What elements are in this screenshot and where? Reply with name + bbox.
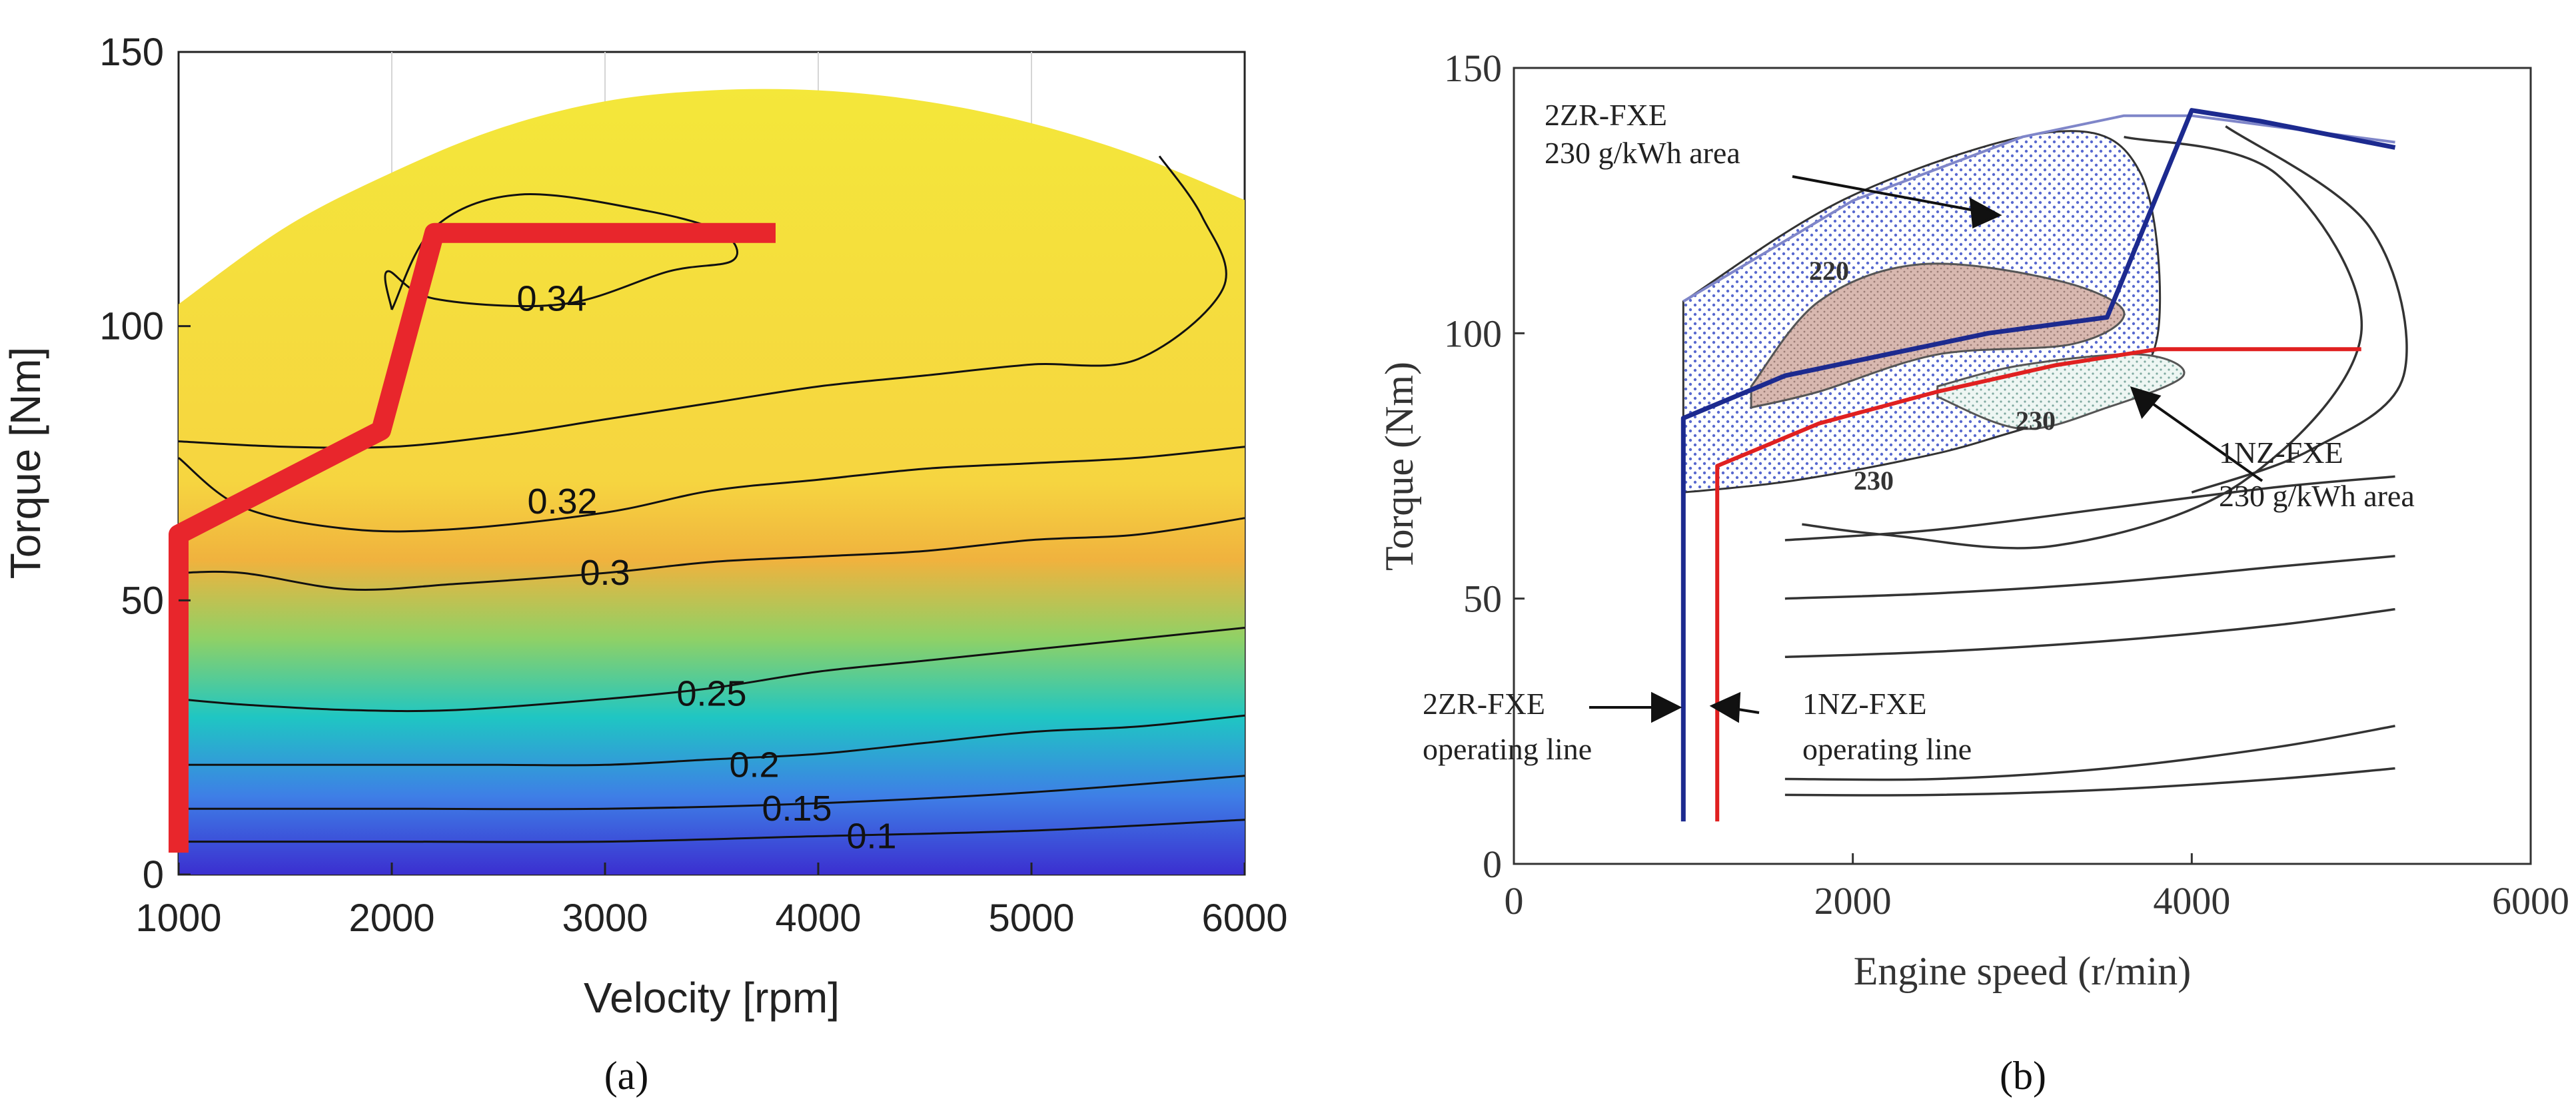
panel-b-y-tick-label: 0 [1483, 843, 1502, 886]
panel-b-regions [1682, 130, 2186, 494]
panel-a-contour-label: 0.15 [762, 789, 832, 829]
panel-a-operating-line [169, 222, 776, 853]
panel-b-contours [1784, 125, 2408, 797]
panel-a-efficiency-map-fill [179, 89, 1245, 875]
panel-a-contour-line [178, 446, 1245, 533]
panel-b-x-tick-label: 0 [1505, 879, 1524, 922]
panel-b-y-tick-label: 50 [1463, 577, 1502, 621]
panel-a-y-tick-label: 50 [121, 579, 164, 622]
arrow-2zr-area [1792, 175, 1990, 214]
panel-b-contour-line [1784, 555, 2395, 600]
panel-a-contour-label: 0.32 [527, 482, 597, 522]
panel-b-series [1680, 108, 2396, 822]
arrow-1nz-op-head [1709, 691, 1741, 723]
panel-a-contour-line [178, 155, 1227, 449]
panel-b-contour-line [1784, 607, 2395, 659]
panel-a-x-axis-label: Velocity [rpm] [584, 974, 840, 1022]
panel-a-contour-line [178, 517, 1245, 591]
panel-b-region [1936, 353, 2186, 430]
panel-a-x-tick-label: 5000 [988, 897, 1074, 940]
panel-b-series-line [1715, 347, 2361, 822]
panel-b-contour-line [1784, 725, 2395, 781]
panel-b-y-tick-label: 100 [1444, 312, 1502, 355]
panel-b-y-tick-label: 150 [1444, 47, 1502, 90]
panel-a-y-tick-label: 150 [99, 31, 164, 74]
panel-a-y-axis-label: Torque [Nm] [1, 347, 49, 579]
annotation-2zr-op-subtitle: operating line [1423, 732, 1592, 766]
panel-a-contour-line [384, 193, 738, 310]
annotation-1nz-op-subtitle: operating line [1802, 732, 1972, 766]
panel-b-series-line [1682, 114, 2395, 303]
panel-b-x-tick-label: 4000 [2153, 879, 2230, 922]
panel-a-x-tick-label: 3000 [562, 897, 648, 940]
panel-a-x-tick-label: 1000 [135, 897, 221, 940]
panel-b-x-tick-label: 6000 [2492, 879, 2569, 922]
panel-a-ticks: 1000 2000 3000 4000 5000 6000 0 50 100 150 [99, 31, 1287, 940]
panel-b-ticks: 0 2000 4000 6000 0 50 100 150 [1444, 47, 2569, 922]
annotation-2zr-op-title: 2ZR-FXE [1423, 687, 1545, 721]
annotation-2zr-area-subtitle: 230 g/kWh area [1545, 136, 1740, 170]
panel-a-contour-line [179, 775, 1245, 811]
arrow-2zr-op-head [1651, 691, 1682, 723]
arrow-2zr-area-head [1969, 197, 2002, 228]
annotation-1nz-area-subtitle: 230 g/kWh area [2219, 479, 2415, 513]
panel-a-contour-line [178, 819, 1245, 843]
panel-b-caption: (b) [2000, 1054, 2046, 1098]
contour-label-230-a: 230 [2016, 406, 2056, 436]
panel-a-caption: (a) [604, 1054, 649, 1098]
panel-b-x-tick-label: 2000 [1814, 879, 1892, 922]
annotation-1nz-area-title: 1NZ-FXE [2219, 436, 2343, 470]
panel-a-contour-line [178, 627, 1245, 713]
panel-b-annotation-arrows [1589, 175, 2263, 723]
contour-label-230-b: 230 [1854, 466, 1894, 496]
annotation-2zr-area-title: 2ZR-FXE [1545, 98, 1667, 132]
panel-b-contour-line [1784, 767, 2395, 797]
panel-b-x-axis-label: Engine speed (r/min) [1854, 949, 2192, 993]
panel-a-contour-label: 0.2 [729, 745, 779, 785]
panel-a-contour-label: 0.34 [516, 279, 586, 319]
panel-a-x-tick-label: 6000 [1201, 897, 1287, 940]
panel-a-contour-label: 0.3 [580, 553, 630, 593]
panel-a-x-tick-label: 4000 [775, 897, 861, 940]
panel-b-contour-line [2191, 125, 2408, 494]
panel-b-series-line [1680, 108, 2396, 822]
panel-a-contour-label: 0.1 [846, 816, 896, 856]
annotation-1nz-op-title: 1NZ-FXE [1802, 687, 1927, 721]
panel-b-region [1750, 262, 2126, 409]
panel-b-chart: 0 2000 4000 6000 0 50 100 150 2ZR-FXE 230 g/kWh… [1377, 47, 2569, 1098]
panel-a-contour-label: 0.25 [676, 673, 746, 713]
panel-b-y-axis-label: Torque (Nm) [1377, 362, 1421, 571]
contour-label-220: 220 [1809, 256, 1849, 286]
panel-a-chart: 0.340.320.30.250.20.150.1 1000 2000 3000 40… [1, 31, 1288, 1098]
panel-a-y-tick-label: 0 [143, 853, 164, 897]
panel-a-contours: 0.34 0.32 0.3 0.25 0.20.15 0.1 [178, 155, 1245, 856]
panel-a-x-tick-label: 2000 [348, 897, 434, 940]
panel-a-contour-line [179, 714, 1245, 767]
panel-a-y-tick-label: 100 [99, 305, 164, 348]
arrow-1nz-area-head [2130, 386, 2162, 419]
arrow-1nz-area [2141, 395, 2263, 482]
